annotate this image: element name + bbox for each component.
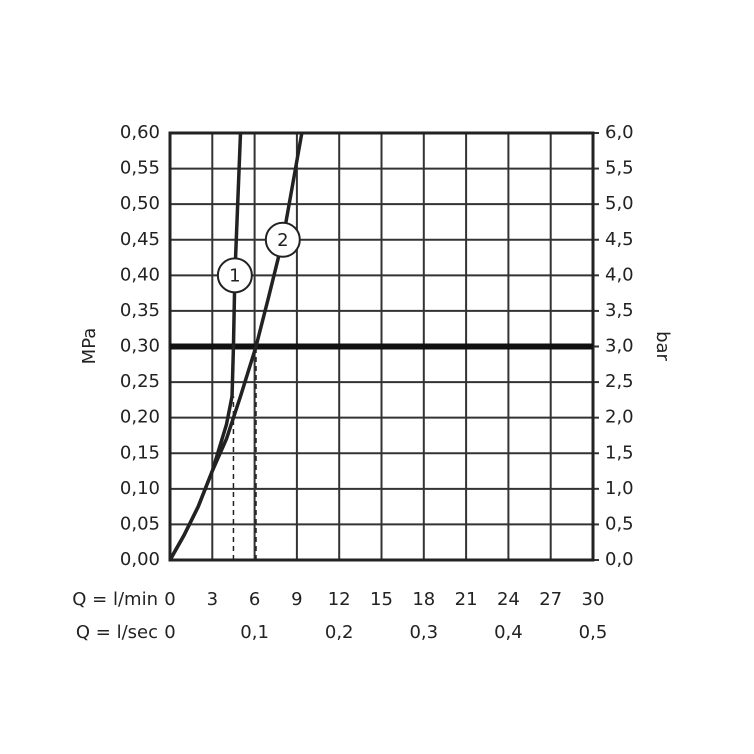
x2-tick-label: 0,1 bbox=[240, 622, 269, 643]
x2-tick-label: 0,4 bbox=[494, 622, 523, 643]
y-tick-label: 0,50 bbox=[120, 193, 160, 214]
x-tick-label: 24 bbox=[497, 589, 520, 610]
y2-axis-title: bar bbox=[652, 331, 673, 361]
y2-tick-label: 5,0 bbox=[605, 193, 634, 214]
y2-tick-label: 3,0 bbox=[605, 336, 634, 357]
x2-tick-label: 0 bbox=[164, 622, 175, 643]
y2-tick-label: 3,5 bbox=[605, 300, 634, 321]
y-axis-title: MPa bbox=[79, 328, 100, 365]
x-tick-label: 21 bbox=[455, 589, 478, 610]
y2-tick-label: 2,0 bbox=[605, 407, 634, 428]
x2-tick-label: 0,3 bbox=[409, 622, 438, 643]
x-tick-label: 3 bbox=[207, 589, 218, 610]
y-tick-label: 0,60 bbox=[120, 122, 160, 143]
x-tick-label: 27 bbox=[539, 589, 562, 610]
y2-tick-label: 4,5 bbox=[605, 229, 634, 250]
y-tick-label: 0,30 bbox=[120, 336, 160, 357]
x-tick-label: 9 bbox=[291, 589, 302, 610]
x-tick-label: 15 bbox=[370, 589, 393, 610]
y-tick-label: 0,10 bbox=[120, 478, 160, 499]
y2-tick-label: 4,0 bbox=[605, 264, 634, 285]
x-axis-title: Q = l/min bbox=[72, 589, 158, 610]
y2-tick-label: 5,5 bbox=[605, 158, 634, 179]
x2-tick-label: 0,5 bbox=[579, 622, 608, 643]
y-tick-label: 0,00 bbox=[120, 549, 160, 570]
x-tick-label: 0 bbox=[164, 589, 175, 610]
y2-tick-label: 0,5 bbox=[605, 513, 634, 534]
x2-tick-label: 0,2 bbox=[325, 622, 354, 643]
y-tick-label: 0,35 bbox=[120, 300, 160, 321]
curve-label-circle bbox=[264, 221, 301, 258]
y-tick-label: 0,15 bbox=[120, 442, 160, 463]
y2-tick-label: 6,0 bbox=[605, 122, 634, 143]
y-tick-label: 0,55 bbox=[120, 158, 160, 179]
y-tick-label: 0,25 bbox=[120, 371, 160, 392]
y2-tick-label: 1,5 bbox=[605, 442, 634, 463]
x-tick-label: 18 bbox=[412, 589, 435, 610]
curve-label: 1 bbox=[229, 265, 240, 286]
y2-tick-label: 2,5 bbox=[605, 371, 634, 392]
x-tick-label: 30 bbox=[582, 589, 605, 610]
curve-label-circle bbox=[216, 257, 253, 294]
y-tick-label: 0,05 bbox=[120, 513, 160, 534]
curve bbox=[168, 132, 304, 561]
y2-tick-label: 0,0 bbox=[605, 549, 634, 570]
x2-axis-title: Q = l/sec bbox=[76, 622, 158, 643]
y2-tick-label: 1,0 bbox=[605, 478, 634, 499]
y-tick-label: 0,45 bbox=[120, 229, 160, 250]
x-tick-label: 6 bbox=[249, 589, 260, 610]
y-tick-label: 0,40 bbox=[120, 264, 160, 285]
x-tick-label: 12 bbox=[328, 589, 351, 610]
y-tick-label: 0,20 bbox=[120, 407, 160, 428]
curve-label: 2 bbox=[277, 230, 288, 251]
